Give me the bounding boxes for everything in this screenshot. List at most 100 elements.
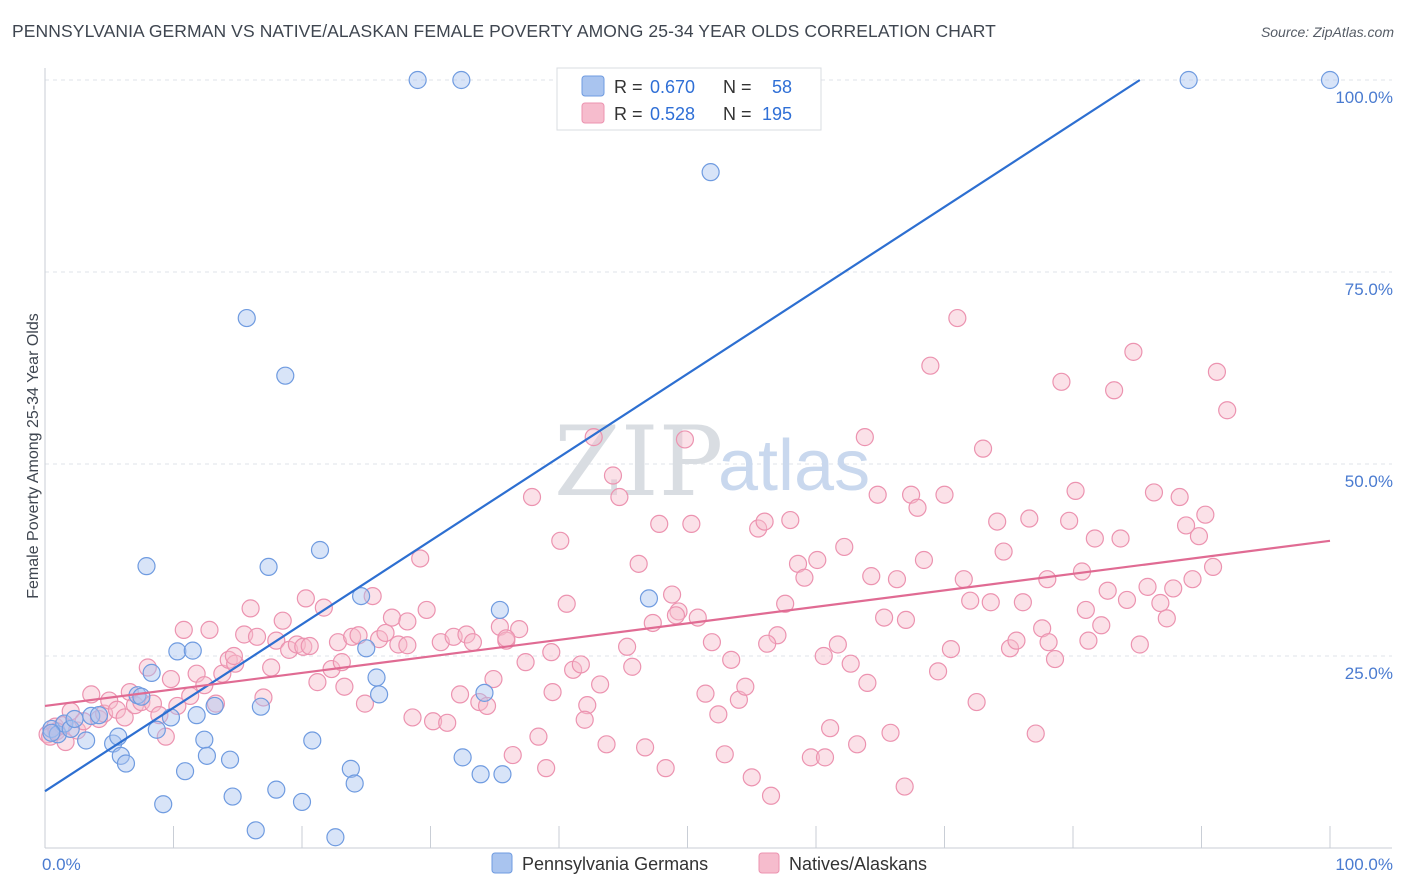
natives-alaskans-point <box>1157 609 1176 628</box>
stats-box: R = 0.670 N = 58 R = 0.528 N = 195 <box>556 67 822 131</box>
blue-r-label: R = <box>614 77 643 97</box>
natives-alaskans-point <box>450 685 470 704</box>
pennsylvania-germans-point <box>1320 70 1340 90</box>
natives-alaskans-point <box>551 531 570 550</box>
blue-r-value: 0.670 <box>650 77 695 97</box>
watermark-zip: ZIP <box>554 406 723 518</box>
pennsylvania-germans-point <box>137 557 156 576</box>
natives-alaskans-point <box>411 549 430 568</box>
natives-alaskans-point <box>961 591 980 610</box>
legend-label-blue: Pennsylvania Germans <box>522 854 708 874</box>
natives-alaskans-point <box>862 567 881 586</box>
natives-alaskans-point <box>1138 577 1157 596</box>
natives-alaskans-point <box>328 633 348 652</box>
blue-n-value: 58 <box>772 77 792 97</box>
natives-alaskans-point <box>682 514 701 534</box>
natives-alaskans-point <box>571 655 590 674</box>
pennsylvania-germans-point <box>471 765 490 784</box>
natives-alaskans-point <box>921 356 940 375</box>
pennsylvania-germans-point <box>475 683 494 702</box>
natives-alaskans-point <box>1130 635 1149 654</box>
natives-alaskans-point <box>1038 570 1057 589</box>
natives-alaskans-point <box>914 550 934 570</box>
grid-lines <box>45 79 1392 657</box>
pennsylvania-germans-point <box>246 821 265 840</box>
natives-alaskans-point <box>335 677 354 696</box>
x-tick-label: 100.0% <box>1335 855 1393 874</box>
natives-alaskans-point <box>828 635 847 654</box>
natives-alaskans-point <box>226 654 245 673</box>
natives-alaskans-point <box>510 620 529 639</box>
pink-n-value: 195 <box>762 104 792 124</box>
pennsylvania-germans-point <box>197 746 217 765</box>
natives-alaskans-point <box>881 723 900 742</box>
natives-alaskans-point <box>143 694 163 713</box>
natives-alaskans-point <box>516 653 535 672</box>
natives-alaskans-point <box>896 610 916 630</box>
natives-alaskans-point <box>273 611 292 630</box>
pennsylvania-germans-point <box>147 720 166 739</box>
pennsylvania-germans-point <box>168 642 187 661</box>
blue-swatch <box>581 75 605 97</box>
natives-alaskans-point <box>981 593 1000 612</box>
pennsylvania-germans-trendline <box>44 79 1141 793</box>
natives-alaskans-point <box>749 519 768 538</box>
pennsylvania-germans-point <box>187 706 206 725</box>
natives-alaskans-point <box>1085 529 1104 548</box>
natives-alaskans-point <box>858 673 877 692</box>
natives-alaskans-point <box>988 512 1007 531</box>
natives-alaskans-point <box>808 550 827 570</box>
natives-alaskans-point <box>1164 579 1183 598</box>
pennsylvania-germans-point <box>223 787 242 806</box>
natives-alaskans-point <box>376 623 395 643</box>
pennsylvania-germans-point <box>490 600 509 620</box>
pennsylvania-germans-point <box>220 750 240 769</box>
pennsylvania-germans-point <box>161 708 181 727</box>
natives-alaskans-point <box>115 708 134 727</box>
natives-alaskans-point <box>484 669 503 689</box>
natives-alaskans-point <box>618 637 637 656</box>
natives-alaskans-point <box>815 748 835 767</box>
natives-alaskans-point <box>675 430 695 449</box>
natives-alaskans-point <box>1117 590 1137 610</box>
pennsylvania-germans-point <box>453 748 472 767</box>
natives-alaskans-point <box>262 658 281 677</box>
natives-alaskans-point <box>781 510 800 530</box>
natives-alaskans-point <box>1176 516 1196 535</box>
natives-alaskans-trendline <box>44 539 1331 708</box>
natives-alaskans-point <box>107 700 127 719</box>
pennsylvania-germans-point <box>116 754 136 773</box>
trend-lines <box>44 79 1331 793</box>
pink-n-label: N = <box>723 104 752 124</box>
pennsylvania-germans-point <box>310 540 330 560</box>
natives-alaskans-point <box>855 428 874 447</box>
legend: Pennsylvania Germans Natives/Alaskans <box>491 852 927 874</box>
pennsylvania-germans-point <box>195 730 214 749</box>
pennsylvania-germans-point <box>251 697 270 716</box>
natives-alaskans-point <box>537 759 556 778</box>
pink-swatch <box>581 102 605 124</box>
natives-alaskans-point <box>200 620 219 639</box>
natives-alaskans-point <box>543 682 562 702</box>
natives-alaskans-point <box>742 768 761 787</box>
pennsylvania-germans-point <box>267 780 286 799</box>
pennsylvania-germans-point <box>205 696 224 716</box>
watermark: ZIP atlas <box>554 406 870 518</box>
natives-alaskans-point <box>736 677 755 696</box>
natives-alaskans-point <box>875 608 894 627</box>
pennsylvania-germans-point <box>341 759 360 778</box>
natives-alaskans-point <box>224 646 243 666</box>
pennsylvania-germans-point <box>639 589 659 608</box>
natives-alaskans-point <box>1066 481 1085 500</box>
natives-alaskans-point <box>161 669 181 689</box>
natives-alaskans-point <box>417 600 436 620</box>
pennsylvania-germans-point <box>142 663 161 682</box>
natives-alaskans-point <box>438 713 457 732</box>
natives-alaskans-point <box>603 466 623 485</box>
natives-alaskans-point <box>1013 593 1032 612</box>
natives-alaskans-point <box>650 514 669 534</box>
pennsylvania-germans-point <box>452 70 471 90</box>
pennsylvania-germans-point <box>77 731 96 750</box>
natives-alaskans-point <box>629 554 648 573</box>
natives-alaskans-point <box>696 684 715 703</box>
